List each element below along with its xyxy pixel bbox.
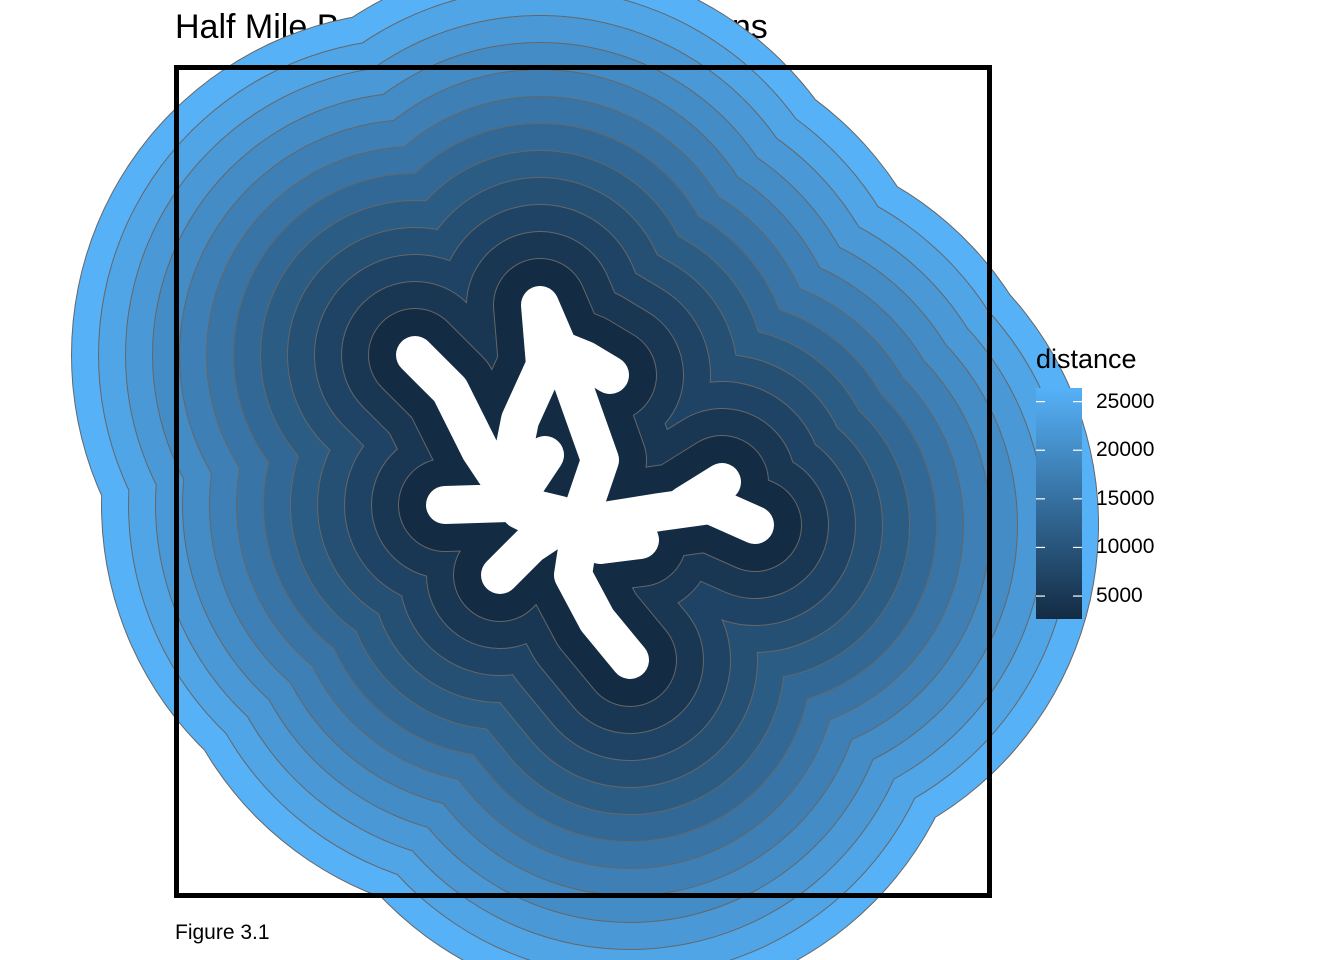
map-frame (174, 65, 992, 898)
legend-tick-label: 15000 (1096, 486, 1155, 510)
legend-colorbar (1036, 388, 1082, 619)
legend-tick-label: 20000 (1096, 438, 1155, 462)
station-core (396, 286, 774, 679)
station-buffer-core (396, 286, 774, 679)
legend-tick-label: 25000 (1096, 389, 1155, 413)
legend-tick-label: 10000 (1096, 535, 1155, 559)
figure-caption: Figure 3.1 (175, 921, 270, 944)
legend-title: distance (1036, 344, 1137, 374)
legend-tick-label: 5000 (1096, 584, 1143, 608)
legend-ticks (1036, 401, 1082, 597)
